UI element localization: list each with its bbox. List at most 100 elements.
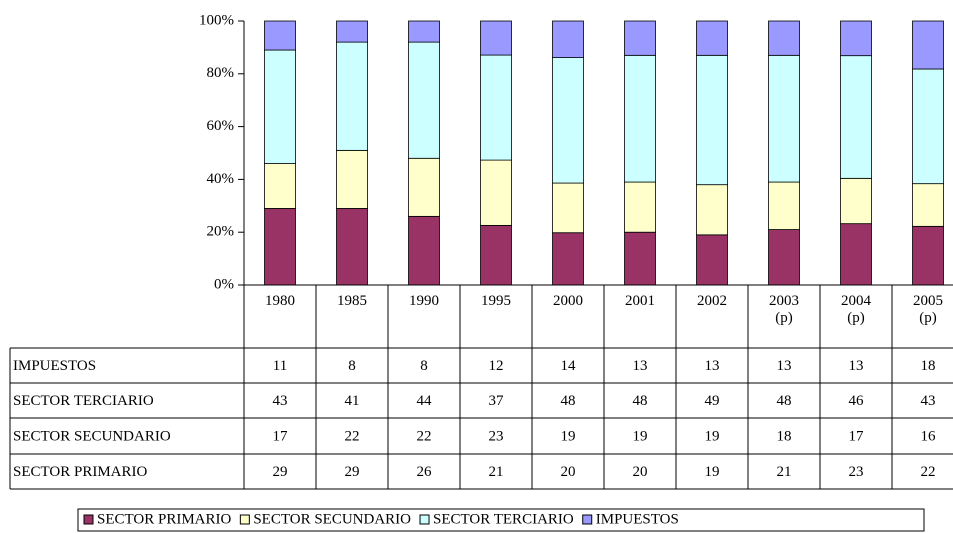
legend-label: IMPUESTOS xyxy=(596,511,679,527)
bar-segment xyxy=(696,54,728,186)
table-value: 18 xyxy=(921,358,936,374)
bar-segment xyxy=(696,184,728,236)
x-tick-label: 1990 xyxy=(409,293,439,309)
table-value: 43 xyxy=(921,393,936,409)
table-value: 18 xyxy=(777,428,792,444)
table-value: 13 xyxy=(849,358,864,374)
x-tick-label: 2001 xyxy=(625,293,655,309)
x-tick-label: 2003(p) xyxy=(769,293,799,326)
bar-segment xyxy=(840,55,872,179)
bar-segment xyxy=(840,223,872,286)
bar-segment xyxy=(408,20,440,43)
bar-segment xyxy=(336,41,368,151)
x-tick-label: 1995 xyxy=(481,293,511,309)
bar-segment xyxy=(624,20,656,56)
bar-segment xyxy=(840,177,872,225)
category-cell: 2001 xyxy=(625,293,655,309)
bar-segment xyxy=(480,224,512,286)
table-value: 29 xyxy=(273,464,288,480)
bar-segment xyxy=(840,20,872,57)
bar-segment xyxy=(480,54,512,161)
legend-swatch xyxy=(239,514,250,525)
bar-segment xyxy=(336,149,368,209)
x-tick-label: 2005(p) xyxy=(913,293,943,326)
table-value: 19 xyxy=(561,428,576,444)
category-cell: 1980 xyxy=(265,293,295,309)
table-value: 13 xyxy=(777,358,792,374)
table-value: 14 xyxy=(561,358,577,374)
table-value: 29 xyxy=(345,464,360,480)
bar-segment xyxy=(768,20,800,56)
table-value: 17 xyxy=(273,428,289,444)
bar-segment xyxy=(408,41,440,159)
legend-swatch xyxy=(419,514,430,525)
x-tick-label: 2002 xyxy=(697,293,727,309)
legend-box xyxy=(77,508,925,532)
table-value: 12 xyxy=(489,358,504,374)
row-label: IMPUESTOS xyxy=(13,358,96,374)
bar-segment xyxy=(552,182,584,234)
legend-label: SECTOR PRIMARIO xyxy=(97,511,232,527)
bar-segment xyxy=(912,68,944,185)
bar-segment xyxy=(264,20,296,51)
bar-segment xyxy=(768,181,800,230)
table-value: 23 xyxy=(849,464,864,480)
table-value: 21 xyxy=(489,464,504,480)
table-value: 13 xyxy=(705,358,720,374)
bar-segment xyxy=(264,208,296,286)
table-value: 16 xyxy=(921,428,937,444)
category-cell: 1990 xyxy=(409,293,439,309)
table-value: 19 xyxy=(705,428,720,444)
bar-segment xyxy=(408,215,440,286)
bar-segment xyxy=(624,231,656,286)
table-value: 48 xyxy=(777,393,792,409)
category-cell: 2000 xyxy=(553,293,583,309)
table-value: 19 xyxy=(705,464,720,480)
legend-swatch xyxy=(83,514,94,525)
table-value: 22 xyxy=(921,464,936,480)
bar-segment xyxy=(912,183,944,227)
table-value: 20 xyxy=(561,464,576,480)
table-value: 22 xyxy=(345,428,360,444)
category-cell: 2004(p) xyxy=(841,293,871,326)
table-value: 48 xyxy=(561,393,576,409)
table-value: 37 xyxy=(489,393,505,409)
table-value: 17 xyxy=(849,428,865,444)
x-tick-label: 1980 xyxy=(265,293,295,309)
category-cell: 1985 xyxy=(337,293,367,309)
category-cell: 1995 xyxy=(481,293,511,309)
table-value: 22 xyxy=(417,428,432,444)
table-value: 48 xyxy=(633,393,648,409)
table-value: 8 xyxy=(348,358,356,374)
y-tick-label: 100% xyxy=(199,12,234,28)
bar-segment xyxy=(696,234,728,286)
bar-segment xyxy=(624,54,656,183)
bar-segment xyxy=(552,232,584,286)
bar-segment xyxy=(480,20,512,56)
bar-segment xyxy=(264,163,296,209)
y-tick-label: 40% xyxy=(207,171,235,187)
x-tick-label: 2004(p) xyxy=(841,293,871,326)
bar-segment xyxy=(408,157,440,217)
x-tick-label: 2000 xyxy=(553,293,583,309)
category-cell: 2005(p) xyxy=(913,293,943,326)
row-label: SECTOR TERCIARIO xyxy=(13,393,154,409)
bar-segment xyxy=(336,20,368,43)
table-value: 11 xyxy=(273,358,287,374)
bar-segment xyxy=(480,159,512,226)
x-tick-label: 1985 xyxy=(337,293,367,309)
legend-swatch xyxy=(582,514,593,525)
y-tick-label: 0% xyxy=(214,276,234,292)
bar-segment xyxy=(552,57,584,184)
row-label: SECTOR SECUNDARIO xyxy=(13,428,171,444)
legend-label: SECTOR TERCIARIO xyxy=(433,511,574,527)
bar-segment xyxy=(912,225,944,286)
bar-segment xyxy=(336,208,368,286)
table-value: 26 xyxy=(417,464,433,480)
bar-segment xyxy=(552,20,584,58)
table-value: 20 xyxy=(633,464,648,480)
table-value: 13 xyxy=(633,358,648,374)
category-cell: 2002 xyxy=(697,293,727,309)
y-tick-label: 80% xyxy=(207,65,235,81)
